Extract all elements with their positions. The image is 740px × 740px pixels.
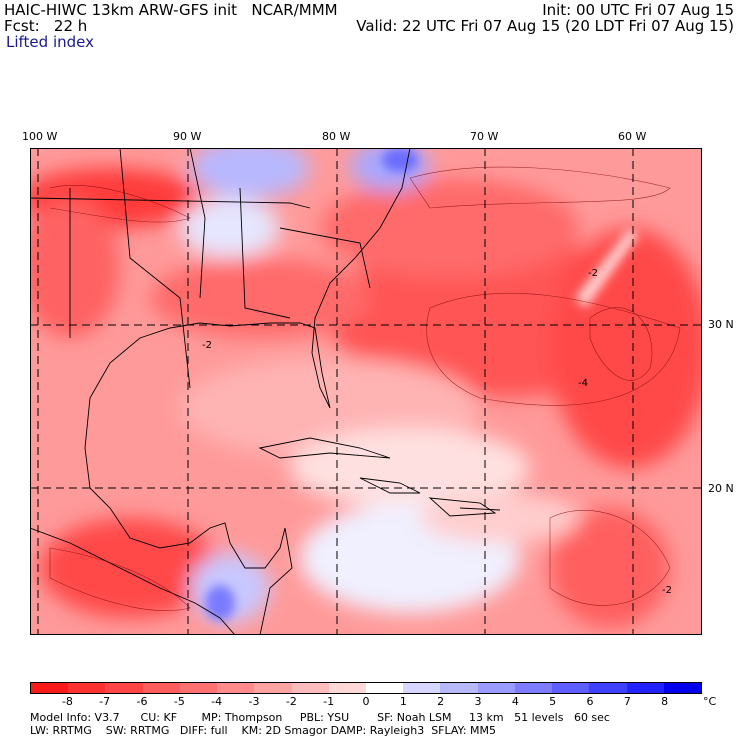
lat-label-30n: 30 N	[708, 318, 734, 331]
colorbar	[30, 682, 702, 694]
valid-time: Valid: 22 UTC Fri 07 Aug 15 (20 LDT Fri …	[356, 17, 734, 35]
forecast-hour: Fcst: 22 h	[4, 17, 88, 35]
colorbar-labels: -8 -7 -6 -5 -4 -3 -2 -1 0 1 2 3 4 5 6 7 8 °C	[30, 695, 716, 709]
lon-label-100w: 100 W	[22, 130, 58, 143]
colorbar-swatch	[403, 683, 441, 693]
colorbar-tick-label: 6	[586, 695, 594, 708]
colorbar-swatch	[179, 683, 218, 693]
contour-label: -2	[202, 340, 212, 351]
colorbar-swatch	[254, 683, 292, 693]
colorbar-tick-label: 4	[511, 695, 519, 708]
colorbar-tick-label: 1	[399, 695, 407, 708]
shaded-field	[30, 148, 702, 628]
colorbar-swatch	[626, 683, 664, 693]
contour-label: -2	[662, 585, 672, 596]
lifted-index-map: -2 -4 -2 -2	[30, 148, 702, 635]
lon-label-70w: 70 W	[470, 130, 499, 143]
colorbar-tick-label: -5	[173, 695, 185, 708]
colorbar-tick-label: -3	[248, 695, 260, 708]
colorbar-tick-label: -1	[323, 695, 335, 708]
colorbar-tick-label: -7	[99, 695, 111, 708]
colorbar-swatch	[105, 683, 143, 693]
colorbar-swatch	[68, 683, 106, 693]
colorbar-swatch	[514, 683, 553, 693]
colorbar-tick-label: -4	[211, 695, 223, 708]
colorbar-swatch	[440, 683, 478, 693]
colorbar-unit: °C	[703, 695, 717, 708]
colorbar-swatch	[663, 683, 701, 693]
colorbar-swatch	[589, 683, 627, 693]
colorbar-tick-label: 5	[549, 695, 557, 708]
lat-label-20n: 20 N	[708, 482, 734, 495]
colorbar-swatch	[477, 683, 515, 693]
map-title: HAIC-HIWC 13km ARW-GFS init NCAR/MMM	[4, 1, 338, 19]
coastlines	[30, 148, 501, 635]
colorbar-tick-label: 2	[437, 695, 445, 708]
colorbar-tick-label: -8	[61, 695, 73, 708]
colorbar-swatch	[31, 683, 69, 693]
graticule	[30, 148, 702, 635]
model-info-line1: Model Info: V3.7 CU: KF MP: Thompson PBL…	[30, 711, 610, 724]
colorbar-swatch	[552, 683, 590, 693]
colorbar-swatch	[328, 683, 366, 693]
colorbar-tick-label: 8	[661, 695, 669, 708]
colorbar-swatch	[142, 683, 180, 693]
colorbar-tick-label: 3	[474, 695, 482, 708]
init-time: Init: 00 UTC Fri 07 Aug 15	[542, 1, 734, 19]
lon-label-60w: 60 W	[618, 130, 647, 143]
lon-label-80w: 80 W	[322, 130, 351, 143]
colorbar-swatch	[365, 683, 404, 693]
variable-name: Lifted index	[6, 33, 94, 51]
contour-lines	[49, 166, 681, 611]
contour-label: -2	[588, 268, 598, 279]
model-info-line2: LW: RRTMG SW: RRTMG DIFF: full KM: 2D Sm…	[30, 724, 496, 737]
colorbar-tick-label: 7	[623, 695, 631, 708]
contour-label: -4	[578, 378, 588, 389]
colorbar-swatch	[291, 683, 329, 693]
colorbar-tick-label: -6	[136, 695, 148, 708]
colorbar-tick-label: 0	[362, 695, 370, 708]
colorbar-tick-label: -2	[285, 695, 297, 708]
map-frame	[30, 148, 702, 635]
lon-label-90w: 90 W	[173, 130, 202, 143]
colorbar-swatch	[217, 683, 255, 693]
